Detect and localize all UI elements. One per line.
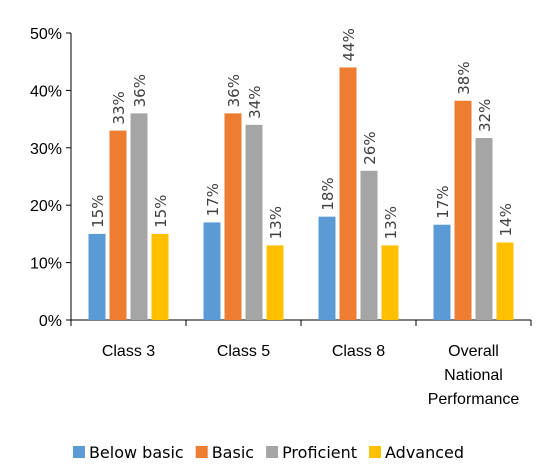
legend: Below basic Basic Proficient Advanced xyxy=(72,443,464,462)
data-label: 18% xyxy=(319,177,337,210)
data-labels: 15%33%36%15% 17%36% 34%13%18%44%26%13%17%3… xyxy=(89,28,515,239)
x-axis xyxy=(70,319,532,326)
bars xyxy=(88,67,514,321)
category-label: National xyxy=(444,367,503,384)
bar xyxy=(433,224,451,320)
bar xyxy=(245,124,263,320)
y-tick-label: 30% xyxy=(30,141,62,158)
data-label: 13% xyxy=(267,206,285,239)
bar xyxy=(109,130,127,320)
legend-swatch xyxy=(195,446,208,458)
legend-label: Advanced xyxy=(385,443,464,462)
data-label: 26% xyxy=(361,131,379,164)
legend-swatch xyxy=(266,446,279,458)
bar xyxy=(88,233,106,320)
data-label: 17% xyxy=(434,185,452,218)
data-label: 33% xyxy=(110,91,128,124)
data-label: 15% xyxy=(89,195,107,228)
data-label: 36% xyxy=(225,74,243,107)
bar xyxy=(360,170,378,320)
bar xyxy=(266,245,284,320)
data-label: 38% xyxy=(455,61,473,94)
bar xyxy=(475,138,493,320)
data-label: 15% xyxy=(152,195,170,228)
data-label: 32% xyxy=(476,99,494,132)
category-label: Class 5 xyxy=(217,343,270,360)
y-tick-label: 0% xyxy=(39,313,62,330)
y-tick-label: 10% xyxy=(30,256,62,273)
data-label: 34% xyxy=(246,85,264,118)
data-label: 14% xyxy=(497,203,515,236)
legend-swatch xyxy=(369,446,382,458)
y-tick-label: 20% xyxy=(30,198,62,215)
data-label: 36% xyxy=(131,74,149,107)
legend-swatch xyxy=(72,446,85,458)
legend-label: Below basic xyxy=(89,443,184,462)
y-tick-label: 40% xyxy=(30,83,62,100)
data-label: 13% xyxy=(382,206,400,239)
bar xyxy=(224,113,242,320)
bar xyxy=(454,100,472,321)
bar xyxy=(130,113,148,320)
data-label: 17% xyxy=(204,183,222,216)
bar xyxy=(339,67,357,320)
category-label: Overall xyxy=(448,343,499,360)
y-axis: 0% 10% 20% 30% 40% 50% xyxy=(30,26,72,330)
legend-label: Proficient xyxy=(282,443,357,462)
category-label: Class 3 xyxy=(102,343,155,360)
bar xyxy=(496,242,514,320)
category-label: Class 8 xyxy=(332,343,385,360)
bar xyxy=(151,233,169,320)
data-label: 44% xyxy=(340,28,358,61)
category-labels: Class 3 Class 5 Class 8 Overall National Perf… xyxy=(102,343,520,408)
legend-label: Basic xyxy=(212,443,254,462)
category-label: Performance xyxy=(428,391,520,408)
bar xyxy=(203,222,221,320)
y-tick-label: 50% xyxy=(30,26,62,43)
bar xyxy=(381,245,399,320)
bar xyxy=(318,216,336,320)
